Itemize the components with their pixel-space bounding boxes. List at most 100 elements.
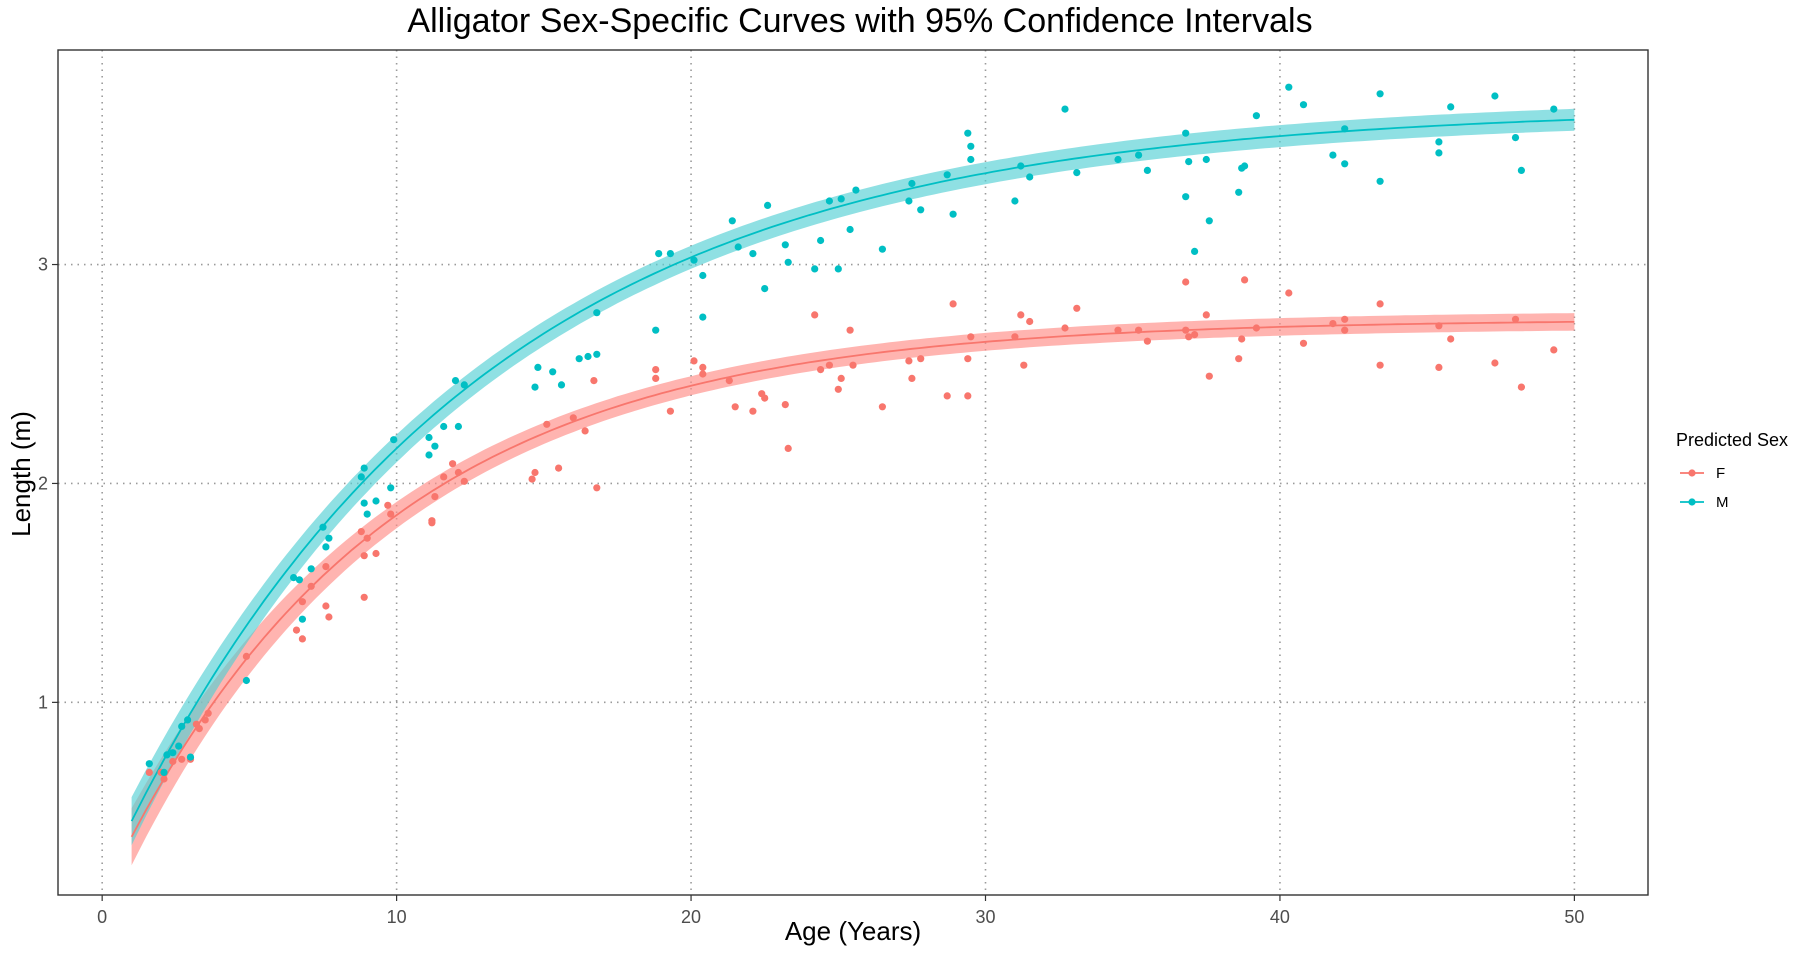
data-point-F	[849, 361, 857, 369]
data-point-M	[764, 201, 772, 209]
data-point-M	[454, 422, 462, 431]
data-point-M	[145, 760, 153, 768]
data-point-M	[1026, 173, 1034, 181]
data-point-M	[534, 363, 542, 371]
data-point-F	[1550, 346, 1558, 354]
data-point-F	[1341, 326, 1349, 334]
data-point-F	[440, 473, 448, 481]
y-axis-ticks: 1 2 3	[38, 255, 58, 712]
legend-items: FM	[1680, 465, 1729, 511]
data-point-F	[357, 528, 365, 536]
data-point-M	[387, 484, 395, 492]
data-points	[145, 83, 1558, 783]
data-point-F	[1202, 311, 1210, 319]
data-point-F	[905, 357, 913, 365]
data-point-F	[555, 464, 563, 472]
x-tick-label: 10	[387, 907, 407, 927]
data-point-M	[1435, 138, 1443, 146]
data-point-M	[322, 543, 330, 551]
data-point-M	[817, 236, 825, 245]
data-point-F	[834, 385, 842, 393]
data-point-F	[360, 552, 368, 560]
data-point-F	[322, 602, 330, 610]
data-point-M	[834, 265, 842, 273]
data-point-F	[690, 357, 698, 365]
data-point-F	[204, 709, 212, 717]
data-point-M	[734, 243, 742, 251]
data-point-F	[1511, 315, 1520, 323]
data-point-F	[817, 366, 825, 374]
data-point-M	[360, 499, 368, 507]
data-point-M	[575, 355, 583, 363]
data-point-F	[1376, 361, 1384, 369]
data-point-F	[1017, 311, 1025, 319]
data-point-F	[731, 403, 739, 411]
data-point-M	[1341, 125, 1349, 133]
data-point-M	[908, 179, 916, 188]
data-point-F	[543, 420, 551, 428]
data-point-F	[1238, 335, 1246, 343]
data-point-M	[1299, 101, 1308, 109]
legend-title: Predicted Sex	[1676, 430, 1788, 450]
data-point-F	[1235, 355, 1243, 363]
data-point-M	[1235, 188, 1243, 196]
data-point-F	[1182, 326, 1190, 334]
data-point-F	[531, 468, 539, 477]
data-point-M	[307, 565, 315, 573]
data-point-F	[666, 407, 675, 415]
data-point-F	[593, 484, 601, 492]
data-point-F	[195, 725, 203, 733]
data-point-M	[1191, 247, 1199, 255]
data-point-M	[1061, 105, 1069, 113]
confidence-bands	[131, 108, 1575, 866]
data-point-F	[652, 374, 660, 382]
data-point-M	[584, 352, 592, 361]
data-point-M	[811, 265, 819, 273]
data-point-F	[784, 444, 792, 452]
data-point-F	[1135, 326, 1143, 334]
data-point-M	[699, 313, 707, 321]
data-point-M	[905, 197, 913, 205]
data-point-M	[390, 436, 398, 444]
confidence-band-F	[131, 313, 1575, 866]
data-point-F	[1143, 337, 1151, 345]
data-point-F	[1252, 324, 1260, 332]
data-point-M	[1550, 105, 1558, 113]
chart-title: Alligator Sex-Specific Curves with 95% C…	[407, 2, 1312, 40]
data-point-M	[666, 250, 675, 258]
data-point-F	[1299, 339, 1308, 347]
x-tick-label: 30	[975, 907, 995, 927]
data-point-F	[1341, 315, 1349, 323]
data-point-F	[846, 326, 854, 334]
data-point-M	[964, 129, 972, 137]
data-point-F	[878, 403, 887, 411]
data-point-M	[1202, 155, 1210, 164]
data-point-F	[1185, 333, 1193, 341]
data-point-F	[1329, 320, 1337, 328]
data-point-F	[292, 626, 301, 634]
data-point-F	[908, 374, 916, 382]
data-point-M	[878, 245, 887, 253]
data-point-M	[1182, 193, 1190, 201]
data-point-M	[1182, 129, 1190, 137]
x-axis-ticks: 0 10 20 30 40 50	[97, 895, 1584, 927]
data-point-F	[1011, 333, 1019, 341]
x-tick-label: 40	[1270, 907, 1290, 927]
data-point-F	[1073, 304, 1081, 312]
data-point-M	[943, 171, 951, 179]
data-point-F	[384, 501, 392, 509]
data-point-F	[943, 392, 951, 400]
data-point-F	[360, 593, 368, 601]
data-point-M	[290, 574, 298, 582]
fit-line-F	[130, 320, 1575, 838]
data-point-M	[967, 142, 975, 150]
data-point-M	[1329, 151, 1337, 159]
data-point-M	[1011, 197, 1019, 205]
data-point-M	[160, 768, 168, 777]
data-point-M	[531, 383, 539, 391]
data-point-F	[178, 755, 186, 763]
data-point-F	[811, 311, 819, 319]
data-point-M	[1205, 217, 1213, 225]
data-point-F	[1517, 383, 1525, 391]
data-point-F	[1285, 289, 1293, 297]
